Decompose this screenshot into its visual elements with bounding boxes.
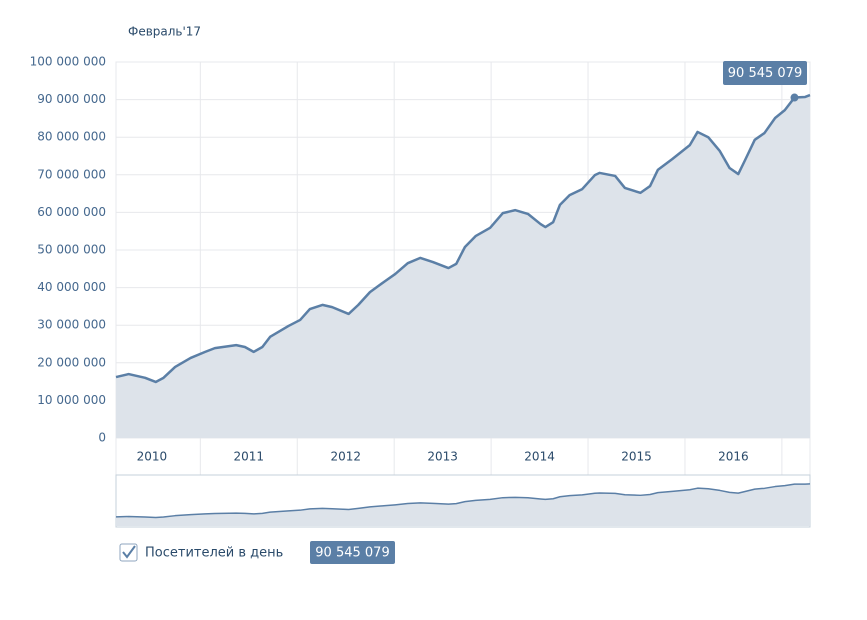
x-tick-label: 2010 [137, 450, 168, 464]
y-tick-label: 80 000 000 [37, 130, 106, 144]
y-tick-label: 90 000 000 [37, 92, 106, 106]
tooltip-label: 90 545 079 [728, 66, 802, 81]
legend-badge-label: 90 545 079 [315, 546, 389, 561]
y-tick-label: 10 000 000 [37, 393, 106, 407]
x-tick-label: 2013 [427, 450, 458, 464]
tooltip [723, 61, 807, 85]
y-tick-label: 60 000 000 [37, 205, 106, 219]
x-tick-label: 2011 [234, 450, 265, 464]
line [115, 483, 811, 519]
area [116, 95, 810, 438]
area [116, 483, 810, 526]
y-tick-label: 100 000 000 [30, 55, 106, 69]
legend-badge [310, 541, 395, 564]
x-tick-label: 2015 [621, 450, 652, 464]
hover-date: Февраль'17 [128, 25, 201, 39]
y-tick-label: 30 000 000 [37, 318, 106, 332]
y-tick-label: 0 [98, 431, 106, 445]
legend-label: Посетителей в день [145, 546, 283, 561]
line [115, 93, 811, 384]
y-tick-label: 50 000 000 [37, 243, 106, 257]
y-tick-label: 70 000 000 [37, 167, 106, 181]
y-tick-label: 20 000 000 [37, 355, 106, 369]
hover-point [790, 93, 799, 102]
x-tick-label: 2014 [524, 450, 555, 464]
checkmark [122, 545, 136, 559]
y-tick-label: 40 000 000 [37, 280, 106, 294]
x-tick-label: 2012 [330, 450, 361, 464]
x-tick-label: 2016 [718, 450, 749, 464]
